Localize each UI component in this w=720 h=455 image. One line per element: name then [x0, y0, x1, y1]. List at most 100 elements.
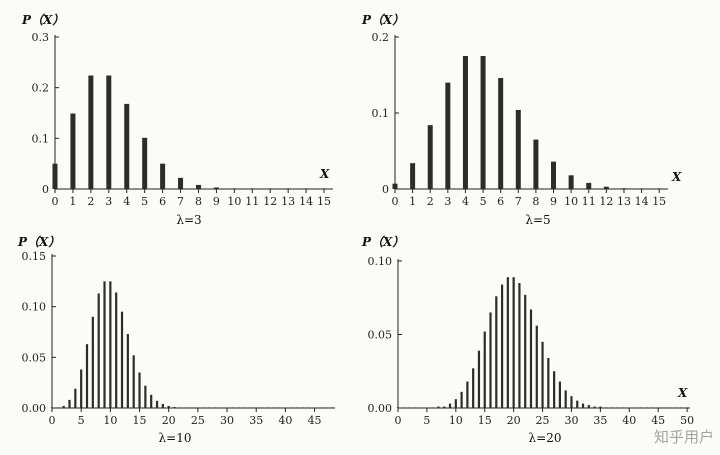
- bar: [498, 78, 504, 189]
- bar: [272, 407, 275, 408]
- bar: [243, 407, 246, 408]
- bar: [633, 407, 637, 408]
- x-tick-label: 9: [213, 195, 220, 208]
- bar: [301, 407, 305, 408]
- x-tick-label: 5: [423, 414, 430, 427]
- x-tick-label: 2: [87, 195, 94, 208]
- chart-caption: λ=20: [529, 431, 562, 445]
- bar: [581, 403, 585, 408]
- bar: [249, 188, 255, 189]
- y-tick-label: 0.3: [32, 31, 50, 44]
- bar: [454, 399, 457, 408]
- x-tick-label: 40: [278, 414, 292, 427]
- bar: [645, 407, 648, 408]
- bar: [414, 407, 417, 408]
- x-tick-label: 20: [162, 414, 176, 427]
- bar: [529, 309, 533, 408]
- y-axis-label: P（X）: [361, 235, 404, 249]
- bar: [622, 407, 625, 408]
- x-tick-label: 15: [478, 414, 492, 427]
- x-tick-label: 4: [123, 195, 130, 208]
- bar: [462, 56, 468, 189]
- x-tick-label: 14: [299, 195, 313, 208]
- x-tick-label: 35: [593, 414, 607, 427]
- x-tick-label: 11: [582, 195, 596, 208]
- bar: [173, 406, 176, 408]
- bar: [587, 405, 590, 408]
- bar: [278, 407, 281, 408]
- chart-caption: λ=3: [176, 213, 201, 227]
- bar: [303, 188, 309, 189]
- bar: [190, 407, 194, 408]
- bar: [680, 407, 683, 408]
- bar: [656, 188, 662, 189]
- bar: [541, 341, 544, 408]
- bar: [443, 406, 446, 408]
- bar: [639, 407, 642, 408]
- bar: [599, 406, 602, 408]
- bar: [124, 103, 130, 189]
- bar: [639, 188, 645, 189]
- y-tick-label: 0.1: [32, 132, 50, 145]
- x-tick-label: 10: [227, 195, 241, 208]
- x-tick-label: 10: [103, 414, 117, 427]
- bar: [483, 331, 486, 408]
- x-tick-label: 30: [220, 414, 234, 427]
- bar: [420, 407, 423, 408]
- bar: [425, 407, 429, 408]
- bar: [477, 350, 481, 408]
- x-tick-label: 5: [141, 195, 148, 208]
- y-tick-label: 0.2: [372, 31, 390, 44]
- bar: [150, 394, 153, 408]
- x-tick-label: 13: [617, 195, 631, 208]
- bar: [196, 407, 199, 408]
- bar: [319, 407, 322, 408]
- x-tick-label: 7: [177, 195, 184, 208]
- x-tick-label: 11: [245, 195, 259, 208]
- y-axis-label: P（X）: [21, 13, 64, 27]
- y-axis-label: P（X）: [361, 13, 404, 27]
- x-tick-label: 1: [69, 195, 76, 208]
- bar: [56, 407, 59, 408]
- bar: [515, 109, 521, 189]
- bar: [160, 163, 166, 189]
- bar: [260, 407, 264, 408]
- bar: [80, 369, 83, 408]
- bar: [576, 400, 579, 408]
- bar: [68, 399, 71, 408]
- bar: [551, 161, 557, 189]
- bar: [295, 407, 299, 408]
- x-tick-label: 15: [133, 414, 147, 427]
- bar: [610, 407, 614, 408]
- bar: [500, 284, 504, 408]
- bar: [85, 344, 89, 408]
- bar: [106, 75, 112, 189]
- bar: [52, 163, 58, 189]
- y-tick-label: 0.05: [368, 329, 393, 342]
- bar: [686, 407, 689, 408]
- bar: [460, 391, 463, 408]
- bar: [97, 293, 100, 408]
- bar: [161, 403, 164, 408]
- bar: [533, 139, 539, 189]
- x-tick-label: 8: [195, 195, 202, 208]
- bar: [155, 400, 159, 408]
- bar: [70, 113, 76, 189]
- bar: [621, 188, 627, 189]
- bar: [472, 368, 475, 408]
- chart-panel-lambda-10: P（X） λ=10 0.00 0.05 0.10 0.15 0 5 10 15 20 25 30 35…: [17, 235, 335, 445]
- y-tick-label: 0.1: [372, 107, 390, 120]
- bar: [466, 381, 469, 408]
- x-tick-label: 25: [191, 414, 205, 427]
- x-tick-label: 10: [449, 414, 463, 427]
- y-tick-label: 0.10: [368, 255, 393, 268]
- bar: [668, 407, 671, 408]
- bar: [249, 407, 252, 408]
- x-tick-label: 0: [49, 414, 56, 427]
- bar: [138, 372, 141, 408]
- bar: [330, 407, 334, 408]
- x-tick-label: 45: [308, 414, 322, 427]
- bar: [208, 407, 211, 408]
- bar: [410, 163, 416, 189]
- bar: [603, 186, 609, 189]
